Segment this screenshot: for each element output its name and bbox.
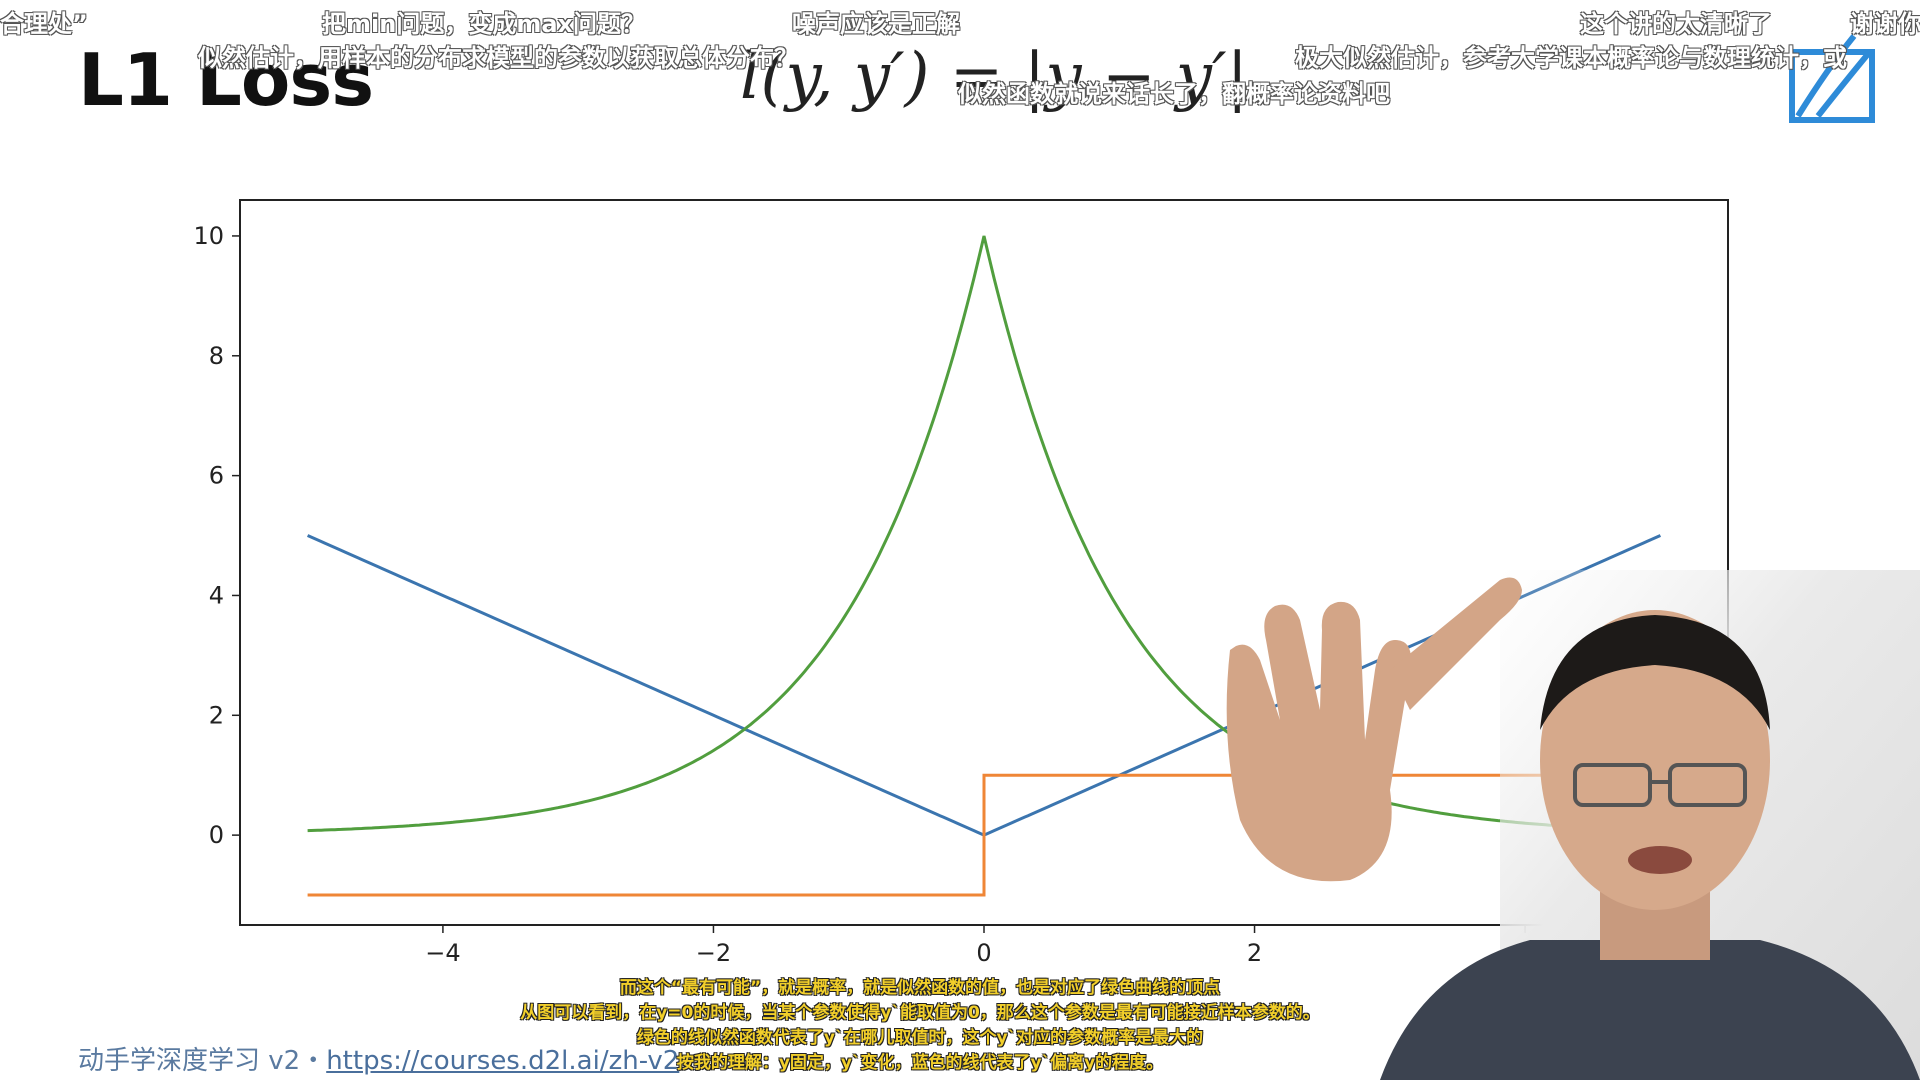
danmaku-comment: 合理处” xyxy=(0,10,88,38)
y-tick-label: 10 xyxy=(193,222,224,250)
y-tick-label: 2 xyxy=(209,701,224,729)
loss-formula: l(y, y′) = |y − y′| xyxy=(740,40,1249,114)
y-tick-label: 8 xyxy=(209,342,224,370)
d2l-logo-icon xyxy=(1789,34,1875,123)
danmaku-comment: 似然估计，用样本的分布求模型的参数以获取总体分布？ xyxy=(198,44,798,72)
subtitle-line: 从图可以看到，在y=0的时候，当某个参数使得y`能取值为0，那么这个参数是最有可… xyxy=(520,1003,1320,1023)
danmaku-comment: 噪声应该是正解 xyxy=(792,10,960,38)
danmaku-comment: 极大似然估计，参考大学课本概率论与数理统计，或 xyxy=(1295,44,1847,72)
course-link[interactable]: https://courses.d2l.ai/zh-v2 xyxy=(326,1046,680,1076)
slide-title: L1 Loss xyxy=(78,38,374,122)
subtitle-line: 按我的理解：y固定，y`变化，蓝色的线代表了y`偏离y的程度。 xyxy=(676,1053,1164,1073)
green-line xyxy=(307,235,1661,833)
danmaku-comment: 似然函数就说来话长了，翻概率论资料吧 xyxy=(958,80,1390,108)
subtitle-line: 而这个“最有可能”，就是概率，就是似然函数的值，也是对应了绿色曲线的顶点 xyxy=(619,978,1221,998)
x-tick-label: 0 xyxy=(976,939,991,967)
subtitle-line: 绿色的线似然函数代表了y`在哪儿取值时，这个y`对应的参数概率是最大的 xyxy=(636,1028,1204,1048)
presenter-video xyxy=(1226,570,1920,1080)
subtitle-block: 而这个“最有可能”，就是概率，就是似然函数的值，也是对应了绿色曲线的顶点 从图可… xyxy=(470,976,1370,1076)
footer-text: 动手学深度学习 v2・ xyxy=(78,1046,327,1076)
y-tick-label: 4 xyxy=(209,581,224,609)
x-tick-label: 2 xyxy=(1247,939,1262,967)
danmaku-comment: 把min问题，变成max问题？ xyxy=(322,10,646,38)
x-tick-label: −2 xyxy=(696,939,731,967)
danmaku-comment: 谢谢你 xyxy=(1850,10,1920,38)
y-tick-label: 6 xyxy=(209,462,224,490)
y-tick-label: 0 xyxy=(209,821,224,849)
danmaku-comment: 这个讲的太清晰了 xyxy=(1580,10,1772,38)
course-footer: 动手学深度学习 v2・https://courses.d2l.ai/zh-v2 xyxy=(78,1040,679,1077)
x-tick-label: −4 xyxy=(425,939,460,967)
